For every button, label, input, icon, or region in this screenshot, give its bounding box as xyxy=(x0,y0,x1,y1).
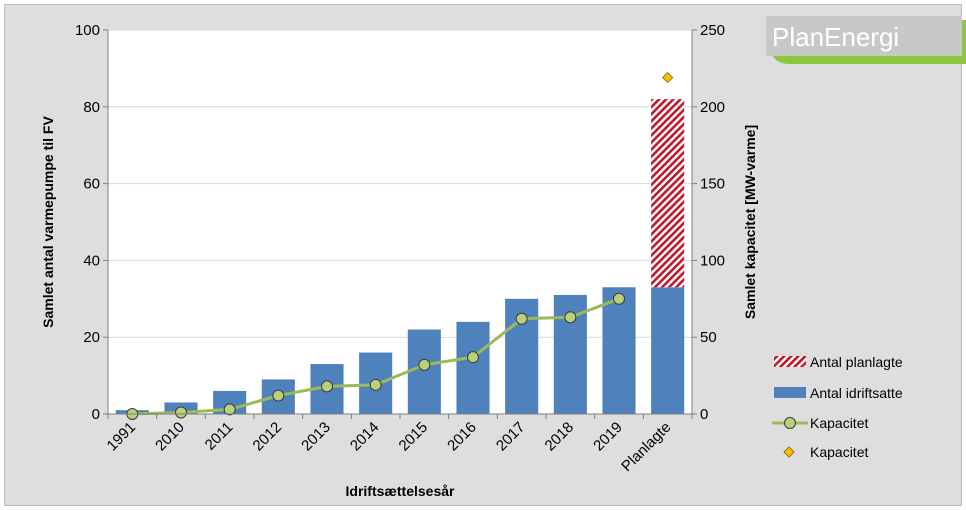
y2-tick-label: 150 xyxy=(700,176,725,193)
bar-planned xyxy=(651,99,685,288)
y-tick-label: 20 xyxy=(83,329,100,346)
y2-tick-label: 0 xyxy=(700,406,708,423)
x-tick-label: 2011 xyxy=(202,419,237,454)
y-axis-title: Samlet antal varmepumpe til FV xyxy=(40,116,56,328)
capacity-point xyxy=(418,358,431,371)
logo-text: PlanEnergi xyxy=(772,22,899,52)
y2-tick-labels: 0 50 100 150 200 250 xyxy=(692,22,725,423)
legend-label-commissioned: Antal idriftsatte xyxy=(810,385,903,401)
capacity-line xyxy=(126,72,674,420)
x-tick-label: 2019 xyxy=(590,419,626,455)
capacity-point xyxy=(175,406,187,419)
y2-axis-title: Samlet kapacitet [MW-varme] xyxy=(742,125,758,319)
y-tick-label: 80 xyxy=(83,99,100,116)
legend-swatch-commissioned xyxy=(774,387,806,398)
y2-tick-label: 250 xyxy=(700,22,725,39)
legend: Antal planlagte Antal idriftsatte Kapaci… xyxy=(772,354,903,460)
x-tick-label: 2012 xyxy=(250,419,286,455)
capacity-point xyxy=(223,403,236,416)
x-tick-label: 2014 xyxy=(347,419,383,455)
plot-area xyxy=(108,30,692,414)
x-axis-title: Idriftsættelsesår xyxy=(346,483,455,499)
bar-commissioned xyxy=(651,287,685,414)
legend-label-planned: Antal planlagte xyxy=(810,354,903,370)
legend-item-commissioned: Antal idriftsatte xyxy=(774,385,903,401)
legend-label-capacity-line: Kapacitet xyxy=(810,415,868,431)
x-tick-label: 2018 xyxy=(542,419,578,455)
legend-swatch-planned xyxy=(774,356,806,367)
y-tick-labels: 0 20 40 60 80 100 xyxy=(75,22,108,423)
x-tick-label: 2013 xyxy=(298,419,334,455)
y2-tick-label: 100 xyxy=(700,252,725,269)
bar-commissioned xyxy=(602,287,636,414)
legend-item-capacity-marker: Kapacitet xyxy=(783,444,868,460)
capacity-point xyxy=(369,378,382,391)
x-tick-label: 2010 xyxy=(152,419,188,455)
bar-commissioned xyxy=(456,321,490,414)
y-tick-label: 100 xyxy=(75,22,100,39)
legend-marker-capacity-line xyxy=(784,417,796,429)
x-tick-label: 2017 xyxy=(493,419,529,455)
legend-item-capacity-line: Kapacitet xyxy=(772,415,868,431)
x-tick-label: Planlagte xyxy=(618,419,674,475)
planenergi-logo: PlanEnergi xyxy=(766,16,966,64)
bar-commissioned xyxy=(407,329,441,414)
capacity-point xyxy=(564,311,577,324)
legend-item-planned: Antal planlagte xyxy=(774,354,903,370)
y-tick-label: 0 xyxy=(92,406,100,423)
capacity-point xyxy=(321,380,333,393)
y2-tick-label: 200 xyxy=(700,99,725,116)
capacity-point xyxy=(467,351,479,364)
legend-marker-capacity-diamond xyxy=(783,446,795,458)
gridlines xyxy=(108,29,692,338)
y2-tick-label: 50 xyxy=(700,329,717,346)
x-tick-label: 2016 xyxy=(444,419,480,455)
x-tick-labels: 1991 2010 2011 2012 2013 2014 2015 2016 2017 2018… xyxy=(104,414,693,475)
capacity-planned-diamond xyxy=(662,72,674,84)
y-tick-label: 60 xyxy=(83,176,100,193)
legend-label-capacity-marker: Kapacitet xyxy=(810,444,868,460)
bars xyxy=(115,99,685,414)
capacity-point xyxy=(613,292,625,305)
capacity-point xyxy=(272,389,285,402)
x-tick-label: 2015 xyxy=(396,419,432,455)
capacity-point xyxy=(515,312,528,325)
y-tick-label: 40 xyxy=(83,252,100,269)
x-tick-label: 1991 xyxy=(104,419,140,455)
